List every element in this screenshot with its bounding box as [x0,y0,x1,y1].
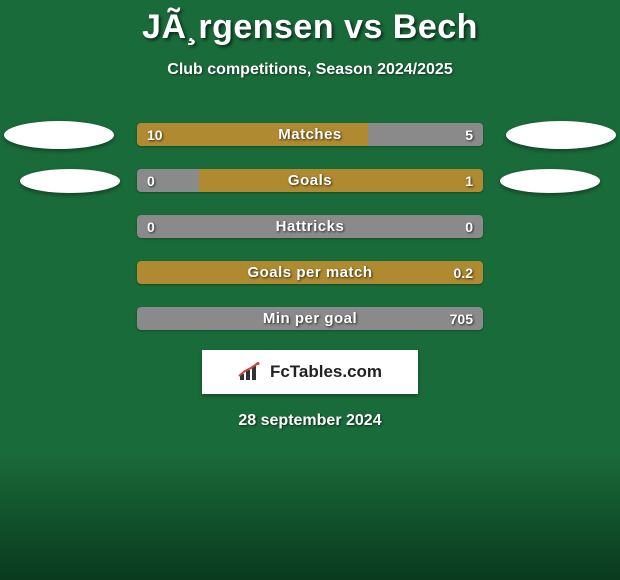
stat-value-left: 0 [147,169,155,192]
stat-bar: Goals0 1 [137,169,483,192]
stat-value-left: 10 [147,123,163,146]
bar-chart-icon [238,362,264,382]
stat-value-right: 5 [465,123,473,146]
stat-bar: Min per goal705 [137,307,483,330]
player-right-disc [506,121,616,149]
date-label: 28 september 2024 [0,412,620,430]
comparison-infographic: JÃ¸rgensen vs Bech Club competitions, Se… [0,0,620,580]
stat-label: Hattricks [137,215,483,238]
stat-label: Goals per match [137,261,483,284]
page-title: JÃ¸rgensen vs Bech [0,8,620,47]
stat-value-right: 0.2 [454,261,473,284]
stat-bar: Goals per match0.2 [137,261,483,284]
player-left-disc [4,121,114,149]
stat-value-right: 705 [450,307,473,330]
player-right-disc [500,169,600,193]
stat-label: Matches [137,123,483,146]
stat-label: Min per goal [137,307,483,330]
player-left-disc [20,169,120,193]
stat-value-left: 0 [147,215,155,238]
stat-label: Goals [137,169,483,192]
logo-box[interactable]: FcTables.com [202,350,418,394]
stat-value-right: 0 [465,215,473,238]
stat-row: Matches10 5 [0,123,620,146]
stat-row: Goals0 1 [0,169,620,192]
subtitle: Club competitions, Season 2024/2025 [0,61,620,79]
stat-bar: Matches10 5 [137,123,483,146]
stat-value-right: 1 [465,169,473,192]
stat-row: Min per goal705 [0,307,620,330]
stat-row: Hattricks0 0 [0,215,620,238]
logo-text: FcTables.com [270,362,382,382]
stat-bar: Hattricks0 0 [137,215,483,238]
stat-rows: Matches105Goals01Hattricks00Goals per ma… [0,123,620,330]
stat-row: Goals per match0.2 [0,261,620,284]
